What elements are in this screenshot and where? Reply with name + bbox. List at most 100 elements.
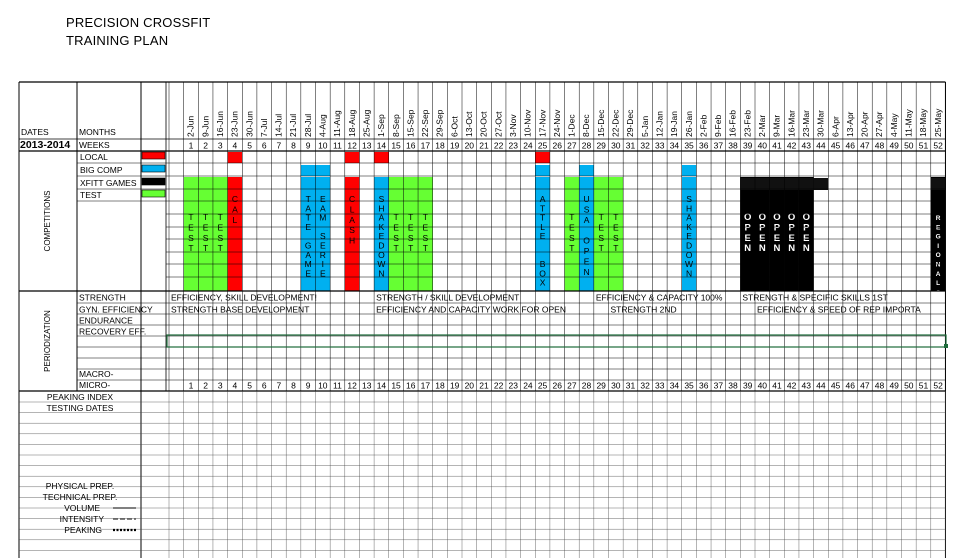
event-label-char: T [423,243,428,253]
event-label-char: D [686,241,692,251]
micro-number: 22 [494,381,504,391]
event-column-week-36[interactable] [681,177,697,291]
week-number: 16 [406,141,416,151]
date-header: 18-May [918,108,928,137]
event-label-char: E [774,233,780,244]
date-header: 23-Mar [801,110,811,137]
periodization-note: STRENGTH & SPECIFIC SKILLS 1ST [742,293,887,303]
week-number: 14 [377,141,387,151]
date-header: 29-Sep [435,109,445,137]
date-header: 16-Mar [786,110,796,137]
games-row-mark [930,178,946,190]
date-header: 7-Jul [259,118,269,137]
event-label-char: E [217,222,223,232]
event-label-char: G [305,241,312,251]
date-header: 25-Aug [361,109,371,137]
event-label-char: E [613,222,619,232]
event-column-week-13[interactable] [344,177,360,291]
date-header: 24-Nov [552,109,562,137]
selected-cell-range[interactable] [166,334,947,348]
micro-number: 9 [306,381,311,391]
event-label-char: N [788,243,795,254]
week-number: 26 [552,141,562,151]
micro-number: 30 [611,381,621,391]
event-column-week-11[interactable] [315,177,331,291]
event-label-char: H [349,236,355,246]
event-label-char: T [408,243,413,253]
date-header: 22-Sep [420,109,430,137]
micro-number: 2 [203,381,208,391]
week-number: 39 [743,141,753,151]
event-column-week-30[interactable] [593,177,609,291]
date-header: 6-Oct [449,116,459,137]
event-column-week-42[interactable] [769,177,785,291]
season-label: 2013-2014 [20,139,70,151]
micro-number: 32 [640,381,650,391]
event-label-char: S [584,204,590,214]
week-number: 5 [247,141,252,151]
event-label-char: S [613,233,619,243]
week-number: 36 [699,141,709,151]
week-number: 45 [831,141,841,151]
event-column-week-29[interactable] [579,177,594,291]
event-column-week-4[interactable] [212,177,228,291]
date-header: 10-Nov [523,109,533,137]
event-column-week-41[interactable] [755,177,770,291]
event-column-week-44[interactable] [798,177,814,291]
legend-swatch-local [141,151,166,160]
event-label-char: A [540,194,546,204]
event-column-week-17[interactable] [403,177,419,291]
micro-number: 18 [435,381,445,391]
event-column-week-18[interactable] [418,177,433,291]
micro-number: 34 [670,381,680,391]
event-column-week-15[interactable] [374,177,389,291]
week-number: 2 [203,141,208,151]
event-column-week-26[interactable] [535,177,550,291]
technical-prep-label: TECHNICAL PREP. [43,492,118,502]
event-column-week-2[interactable] [183,177,199,291]
event-label-char: L [233,215,238,225]
event-column-week-28[interactable] [564,177,580,291]
event-column-week-5[interactable] [227,177,243,291]
event-column-week-40[interactable] [740,177,755,291]
date-header: 3-Nov [508,114,518,137]
event-label-char: A [584,215,590,225]
date-header: 11-Aug [332,110,342,137]
event-label-char: E [423,222,429,232]
games-row-mark [784,178,799,190]
event-label-char: M [319,213,326,223]
event-column-week-10[interactable] [300,177,316,291]
event-label-char: A [232,204,238,214]
event-label-char: T [613,212,618,222]
event-column-week-53[interactable] [930,177,946,291]
event-label-char: S [569,233,575,243]
selection-handle[interactable] [944,344,948,348]
date-header: 23-Jun [230,111,240,137]
event-label-char: T [218,212,223,222]
event-label-char: E [584,256,590,266]
week-number: 1 [189,141,194,151]
event-column-week-31[interactable] [608,177,624,291]
week-number: 46 [845,141,855,151]
week-number: 22 [494,141,504,151]
event-label-char: N [774,243,781,254]
event-label-char: E [393,222,399,232]
event-label-char: T [540,203,545,213]
micro-number: 5 [247,381,252,391]
event-label-char: R [320,250,326,260]
event-column-week-3[interactable] [198,177,213,291]
date-header: 4-Aug [318,114,328,137]
event-label-char: T [540,213,545,223]
periodization-note: EFFICIENCY, SKILL DEVELOPMENT! [171,293,317,303]
event-column-week-43[interactable] [784,177,799,291]
micro-number: 12 [347,381,357,391]
week-number: 21 [479,141,489,151]
week-number: 27 [567,141,577,151]
event-label-char: C [232,194,238,204]
week-number: 12 [347,141,357,151]
date-header: 13-Oct [464,111,474,137]
periodization-note: EFFICIENCY AND CAPACITY WORK FOR OPEN [376,305,566,315]
date-header: 28-Jul [303,114,313,137]
event-column-week-16[interactable] [388,177,404,291]
